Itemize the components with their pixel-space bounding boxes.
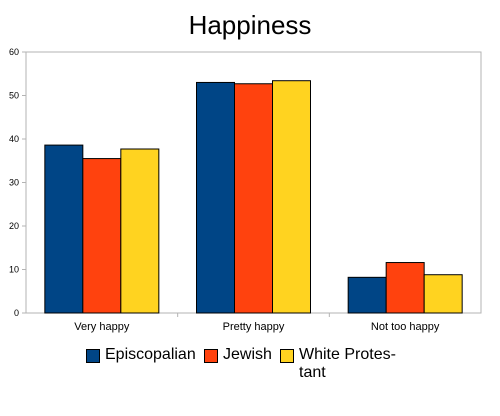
chart-title: Happiness	[188, 10, 312, 40]
legend-item-episcopalian: Episcopalian	[86, 346, 196, 364]
legend-item-jewish: Jewish	[204, 346, 272, 364]
bar-jewish-pretty-happy	[234, 83, 273, 314]
bar-episcopalian-pretty-happy	[196, 81, 235, 314]
bar-white-protes-tant-not-too-happy	[423, 274, 463, 314]
y-tick-label: 10	[9, 265, 19, 275]
bar-episcopalian-not-too-happy	[347, 276, 387, 314]
bars	[44, 80, 463, 314]
x-tick-label-pretty-happy: Pretty happy	[223, 321, 285, 333]
x-tick-labels: Very happy Pretty happy Not too happy	[74, 321, 440, 333]
bar-white-protes-tant-pretty-happy	[272, 80, 311, 314]
bar-white-protes-tant-very-happy	[120, 148, 160, 314]
bar-jewish-not-too-happy	[385, 262, 425, 314]
x-tick-label-not-too-happy: Not too happy	[371, 321, 440, 333]
legend-item-white-protestant: White Protes- tant	[280, 346, 399, 382]
y-tick-label: 60	[9, 47, 19, 57]
legend-swatch-jewish	[204, 349, 218, 363]
y-tick-label: 0	[14, 308, 19, 318]
y-tick-label: 40	[9, 134, 19, 144]
legend-swatch-white-protestant	[280, 349, 294, 363]
y-tick-label: 50	[9, 91, 19, 101]
bar-episcopalian-very-happy	[44, 144, 84, 314]
x-tick-label-very-happy: Very happy	[74, 321, 130, 333]
legend-swatch-episcopalian	[86, 349, 100, 363]
bar-jewish-very-happy	[82, 158, 122, 314]
y-tick-label: 30	[9, 178, 19, 188]
y-tick-labels: 0 10 20 30 40 50 60	[9, 47, 19, 318]
legend-label-episcopalian: Episcopalian	[105, 346, 196, 363]
legend-label-white-protestant: White Protes- tant	[299, 346, 396, 381]
y-tick-label: 20	[9, 221, 19, 231]
legend-label-jewish: Jewish	[223, 346, 272, 363]
